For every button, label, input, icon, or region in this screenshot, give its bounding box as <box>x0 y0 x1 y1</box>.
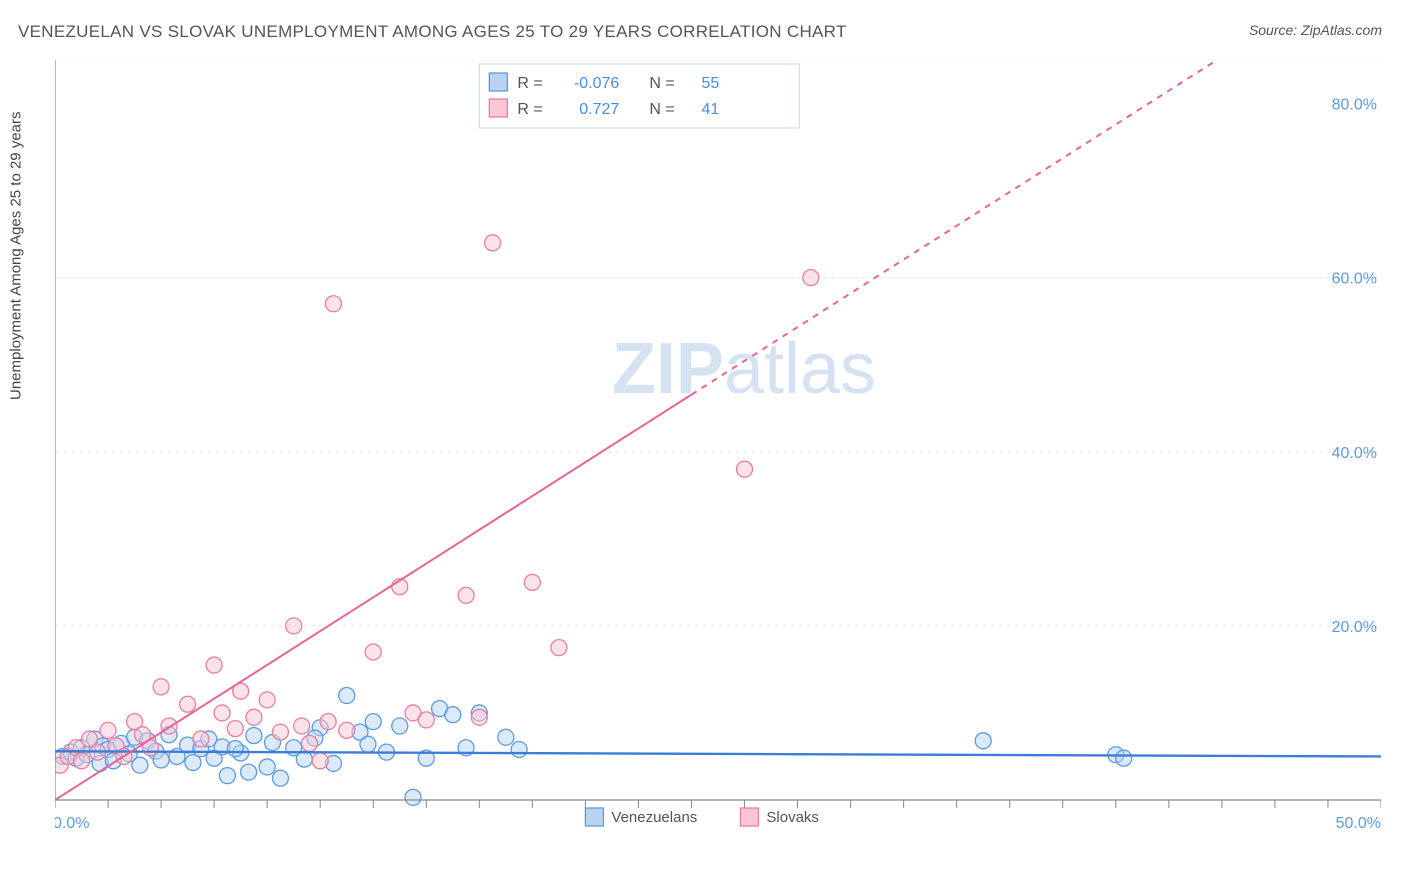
stats-n-label: N = <box>649 75 674 92</box>
data-point <box>227 721 243 737</box>
stats-legend-swatch <box>489 73 507 91</box>
data-point <box>153 679 169 695</box>
y-axis-label: Unemployment Among Ages 25 to 29 years <box>8 111 25 400</box>
data-point <box>471 709 487 725</box>
data-point <box>272 724 288 740</box>
source-label: Source: ZipAtlas.com <box>1249 22 1382 38</box>
data-point <box>302 735 318 751</box>
trend-line <box>55 751 1381 756</box>
stats-r-label: R = <box>517 75 542 92</box>
data-point <box>180 696 196 712</box>
x-tick-label-right: 50.0% <box>1336 815 1381 832</box>
data-point <box>312 753 328 769</box>
y-tick-label: 40.0% <box>1332 445 1377 462</box>
data-point <box>1116 750 1132 766</box>
data-point <box>246 728 262 744</box>
data-point <box>286 618 302 634</box>
legend-label: Venezuelans <box>611 809 697 826</box>
data-point <box>405 789 421 805</box>
stats-r-label: R = <box>517 101 542 118</box>
data-point <box>227 741 243 757</box>
data-point <box>325 296 341 312</box>
data-point <box>458 587 474 603</box>
chart-title: VENEZUELAN VS SLOVAK UNEMPLOYMENT AMONG … <box>18 22 847 42</box>
data-point <box>74 753 90 769</box>
data-point <box>498 729 514 745</box>
data-point <box>259 759 275 775</box>
data-point <box>418 712 434 728</box>
scatter-chart: ZIPatlas 20.0% 40.0% 60.0% 80.0% 0.0% 50.0% Ven… <box>55 60 1381 860</box>
x-tick-label-left: 0.0% <box>55 815 89 832</box>
data-point <box>392 718 408 734</box>
data-point <box>365 644 381 660</box>
data-point <box>214 705 230 721</box>
data-point <box>294 718 310 734</box>
stats-n-label: N = <box>649 101 674 118</box>
data-point <box>100 722 116 738</box>
stats-legend-swatch <box>489 99 507 117</box>
data-point <box>339 722 355 738</box>
data-point <box>193 731 209 747</box>
data-point <box>975 733 991 749</box>
legend-swatch <box>740 808 758 826</box>
stats-r-value: -0.076 <box>574 75 619 92</box>
data-point <box>365 714 381 730</box>
stats-r-value: 0.727 <box>579 101 619 118</box>
data-point <box>185 755 201 771</box>
stats-n-value: 41 <box>702 101 720 118</box>
data-point <box>360 736 376 752</box>
data-point <box>272 770 288 786</box>
y-tick-label: 20.0% <box>1332 619 1377 636</box>
data-point <box>241 764 257 780</box>
chart-area: ZIPatlas 20.0% 40.0% 60.0% 80.0% 0.0% 50.0% Ven… <box>55 60 1381 830</box>
legend-label: Slovaks <box>766 809 819 826</box>
stats-n-value: 55 <box>702 75 720 92</box>
data-point <box>132 757 148 773</box>
data-point <box>219 768 235 784</box>
y-tick-label: 60.0% <box>1332 271 1377 288</box>
data-point <box>737 461 753 477</box>
y-tick-label: 80.0% <box>1332 97 1377 114</box>
legend-swatch <box>585 808 603 826</box>
data-point <box>259 692 275 708</box>
data-point <box>511 742 527 758</box>
data-point <box>339 688 355 704</box>
data-point <box>206 657 222 673</box>
data-point <box>296 751 312 767</box>
data-point <box>320 714 336 730</box>
data-point <box>445 707 461 723</box>
stats-legend-box <box>479 64 799 128</box>
data-point <box>524 574 540 590</box>
data-point <box>485 235 501 251</box>
data-point <box>246 709 262 725</box>
watermark: ZIPatlas <box>612 329 876 409</box>
data-point <box>803 270 819 286</box>
data-point <box>551 640 567 656</box>
